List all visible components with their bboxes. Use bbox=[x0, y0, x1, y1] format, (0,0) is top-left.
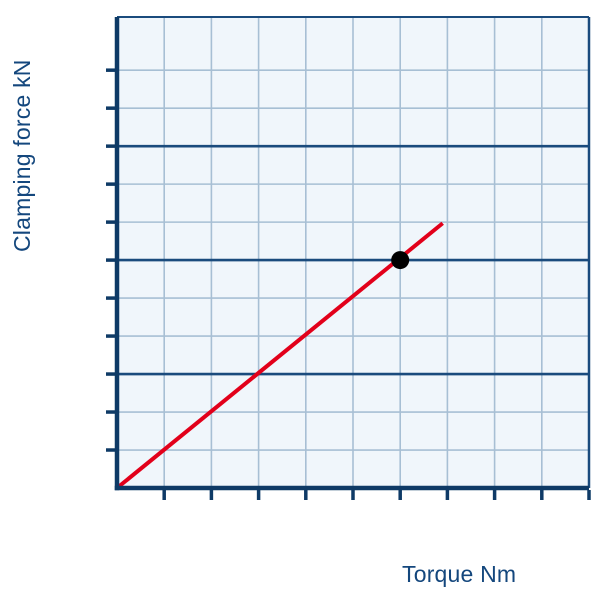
y-axis-label: Clamping force kN bbox=[9, 59, 35, 252]
axis-ticks bbox=[106, 68, 591, 500]
grid-lines bbox=[117, 17, 589, 488]
x-axis-label: Torque Nm bbox=[402, 561, 517, 587]
trend-line bbox=[115, 221, 444, 490]
data-point-marker bbox=[391, 251, 410, 270]
